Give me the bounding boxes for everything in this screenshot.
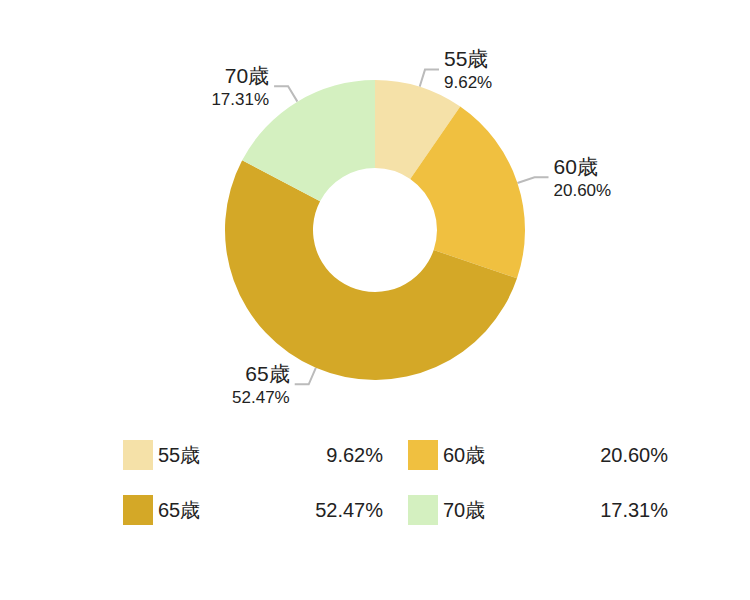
svg-text:52.47%: 52.47% — [232, 388, 290, 407]
svg-text:70歳: 70歳 — [225, 64, 269, 87]
svg-text:55歳: 55歳 — [158, 444, 200, 466]
svg-text:52.47%: 52.47% — [315, 499, 383, 521]
svg-text:65歳: 65歳 — [245, 362, 289, 385]
svg-text:20.60%: 20.60% — [600, 444, 668, 466]
svg-text:20.60%: 20.60% — [554, 181, 612, 200]
svg-text:70歳: 70歳 — [443, 499, 485, 521]
svg-text:60歳: 60歳 — [443, 444, 485, 466]
svg-text:9.62%: 9.62% — [326, 444, 383, 466]
svg-text:17.31%: 17.31% — [600, 499, 668, 521]
svg-text:17.31%: 17.31% — [211, 90, 269, 109]
svg-text:55歳: 55歳 — [444, 47, 488, 70]
svg-text:60歳: 60歳 — [554, 155, 598, 178]
svg-text:65歳: 65歳 — [158, 499, 200, 521]
svg-text:9.62%: 9.62% — [444, 73, 492, 92]
